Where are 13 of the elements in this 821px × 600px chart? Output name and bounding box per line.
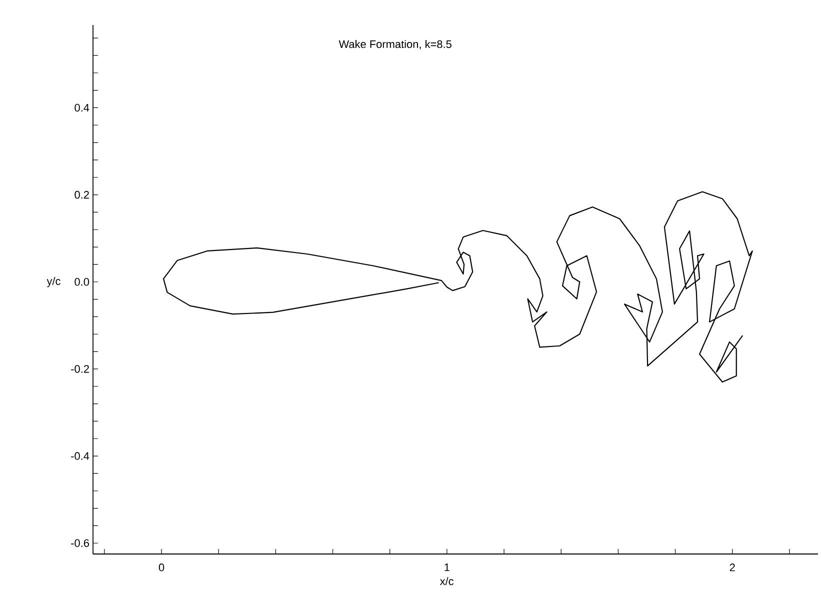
x-tick-label: 2 — [730, 564, 735, 572]
x-tick-label: 0 — [158, 564, 164, 572]
y-tick-label: 0.4 — [74, 104, 90, 112]
y-axis-title: y/c — [46, 276, 60, 288]
text: Wake Formation, k=8.5 — [338, 40, 452, 50]
y-tick-label: -0.6 — [71, 539, 89, 547]
y-tick-label: 0.0 — [74, 278, 90, 286]
y-tick-label: 0.2 — [74, 190, 89, 199]
x-tick-label: 1 — [444, 564, 450, 572]
y-tick-label: -0.4 — [71, 452, 90, 460]
y-tick-label: -0.2 — [71, 365, 89, 373]
x-axis-title: x/c — [440, 577, 454, 586]
line-series — [162, 191, 753, 383]
